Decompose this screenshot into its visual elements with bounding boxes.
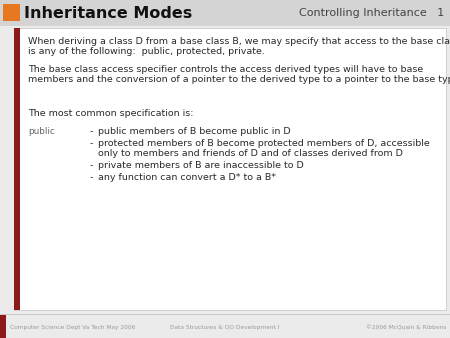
Text: Inheritance Modes: Inheritance Modes — [24, 5, 192, 21]
Bar — [14, 28, 20, 310]
Text: only to members and friends of D and of classes derived from D: only to members and friends of D and of … — [98, 149, 403, 158]
Text: ©2006 McQuain & Ribbens: ©2006 McQuain & Ribbens — [365, 325, 446, 331]
Text: Computer Science Dept Va Tech May 2006: Computer Science Dept Va Tech May 2006 — [10, 325, 135, 331]
Text: The base class access specifier controls the access derived types will have to b: The base class access specifier controls… — [28, 65, 423, 74]
Text: -: - — [90, 127, 94, 136]
Text: Controlling Inheritance   1: Controlling Inheritance 1 — [299, 8, 444, 18]
Bar — [0, 0, 450, 26]
Bar — [0, 315, 6, 338]
Text: members and the conversion of a pointer to the derived type to a pointer to the : members and the conversion of a pointer … — [28, 75, 450, 84]
Text: -: - — [90, 139, 94, 148]
Bar — [3, 4, 20, 21]
Text: protected members of B become protected members of D, accessible: protected members of B become protected … — [98, 139, 430, 148]
Text: Data Structures & OO Development I: Data Structures & OO Development I — [170, 325, 280, 331]
Text: is any of the following:  public, protected, private.: is any of the following: public, protect… — [28, 47, 265, 56]
Text: any function can convert a D* to a B*: any function can convert a D* to a B* — [98, 173, 276, 182]
Bar — [14, 28, 446, 310]
Text: -: - — [90, 161, 94, 170]
Text: public members of B become public in D: public members of B become public in D — [98, 127, 291, 136]
Text: When deriving a class D from a base class B, we may specify that access to the b: When deriving a class D from a base clas… — [28, 37, 450, 46]
Text: public: public — [28, 127, 55, 136]
Text: private members of B are inaccessible to D: private members of B are inaccessible to… — [98, 161, 304, 170]
Text: -: - — [90, 173, 94, 182]
Text: The most common specification is:: The most common specification is: — [28, 109, 194, 118]
